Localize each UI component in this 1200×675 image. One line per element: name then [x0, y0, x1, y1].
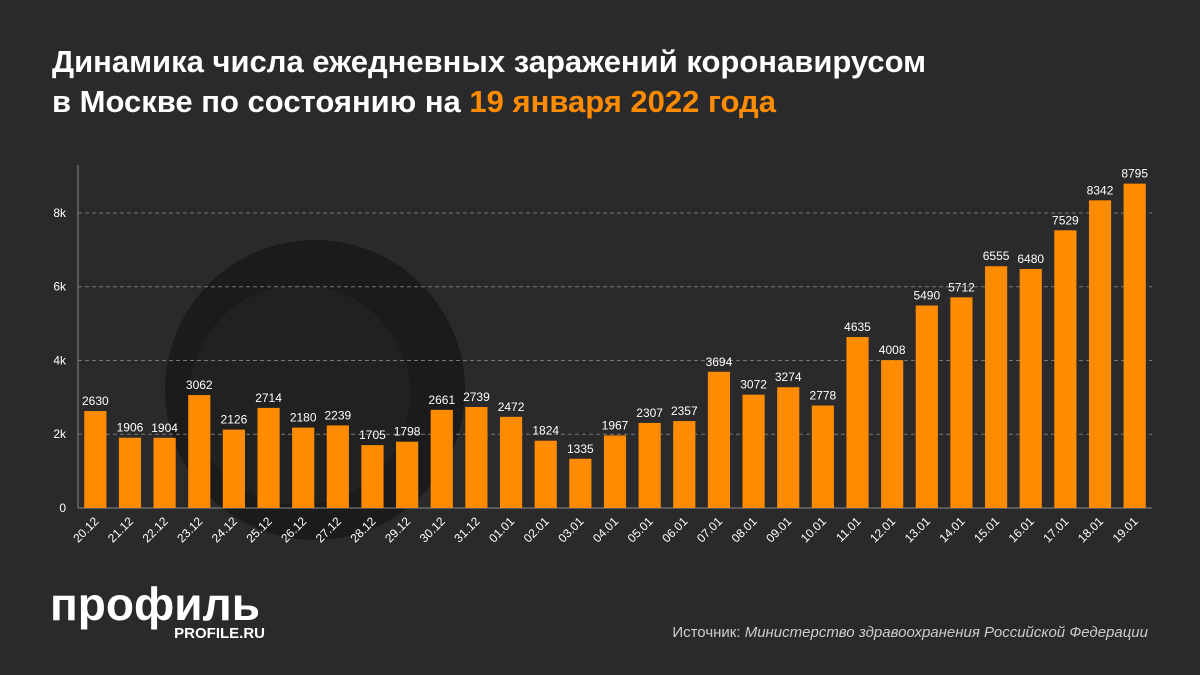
value-label: 2661 [428, 393, 455, 407]
value-label: 6480 [1017, 252, 1044, 266]
value-label: 2357 [671, 404, 698, 418]
value-label: 1967 [602, 418, 629, 432]
value-label: 2126 [221, 413, 248, 427]
bar [430, 409, 453, 508]
logo: профиль [50, 578, 260, 630]
bar [1019, 269, 1042, 508]
value-label: 1904 [151, 421, 178, 435]
y-tick-label: 6k [53, 280, 67, 294]
value-label: 6555 [983, 249, 1010, 263]
value-label: 3072 [740, 378, 767, 392]
value-label: 2239 [324, 408, 351, 422]
bar [292, 427, 315, 508]
value-label: 2739 [463, 390, 490, 404]
value-label: 7529 [1052, 213, 1079, 227]
value-label: 3694 [706, 355, 733, 369]
bar [638, 422, 661, 508]
bar [673, 421, 696, 508]
value-label: 2472 [498, 400, 525, 414]
source-text: Министерство здравоохранения Российской … [745, 624, 1149, 641]
value-label: 5712 [948, 280, 975, 294]
bar [118, 437, 142, 508]
value-label: 2630 [82, 394, 109, 408]
bar [846, 337, 869, 508]
value-label: 1335 [567, 442, 594, 456]
value-label: 8342 [1087, 183, 1114, 197]
source: Источник: Министерство здравоохранения Р… [672, 624, 1148, 641]
value-label: 4635 [844, 320, 871, 334]
bar [257, 407, 280, 508]
bar [881, 360, 904, 508]
bar [361, 445, 384, 508]
bar [811, 405, 834, 508]
bar [950, 297, 973, 508]
value-label: 5490 [913, 289, 940, 303]
bar [534, 440, 557, 508]
bar [222, 429, 245, 508]
bar [188, 395, 211, 508]
value-label: 1798 [394, 425, 421, 439]
chart-title-line2: в Москве по состоянию на 19 января 2022 … [52, 84, 777, 119]
bar [153, 437, 176, 508]
value-label: 2714 [255, 391, 282, 405]
title-part: в Москве по состоянию на [52, 84, 469, 119]
y-tick-label: 4k [53, 353, 67, 367]
bar [326, 425, 349, 508]
y-tick-label: 8k [53, 206, 67, 220]
title-part: Динамика числа ежедневных заражений коро… [52, 44, 926, 79]
value-label: 4008 [879, 343, 906, 357]
y-tick-label: 0 [59, 501, 66, 515]
value-label: 3062 [186, 378, 213, 392]
value-label: 2307 [636, 406, 663, 420]
value-label: 1824 [532, 424, 559, 438]
title-date: 19 января 2022 года [469, 84, 776, 119]
bar [465, 406, 488, 508]
bar [1088, 200, 1112, 508]
source-label: Источник: [672, 624, 740, 641]
bar [1123, 183, 1146, 508]
bar [777, 387, 800, 508]
value-label: 8795 [1121, 167, 1148, 181]
bar [499, 416, 523, 508]
value-label: 2180 [290, 411, 317, 425]
value-label: 2778 [810, 389, 837, 403]
bar [742, 394, 765, 508]
value-label: 1906 [117, 421, 144, 435]
bar [985, 266, 1008, 508]
bar [915, 305, 938, 508]
value-label: 3274 [775, 370, 802, 384]
bar [84, 411, 107, 508]
bar [603, 435, 627, 508]
logo-site: PROFILE.RU [174, 625, 265, 642]
bar [396, 441, 419, 508]
bar [1054, 230, 1077, 509]
bar [707, 371, 731, 508]
value-label: 1705 [359, 428, 386, 442]
y-tick-label: 2k [53, 427, 67, 441]
chart-title: Динамика числа ежедневных заражений коро… [52, 44, 926, 79]
bar [569, 458, 592, 508]
